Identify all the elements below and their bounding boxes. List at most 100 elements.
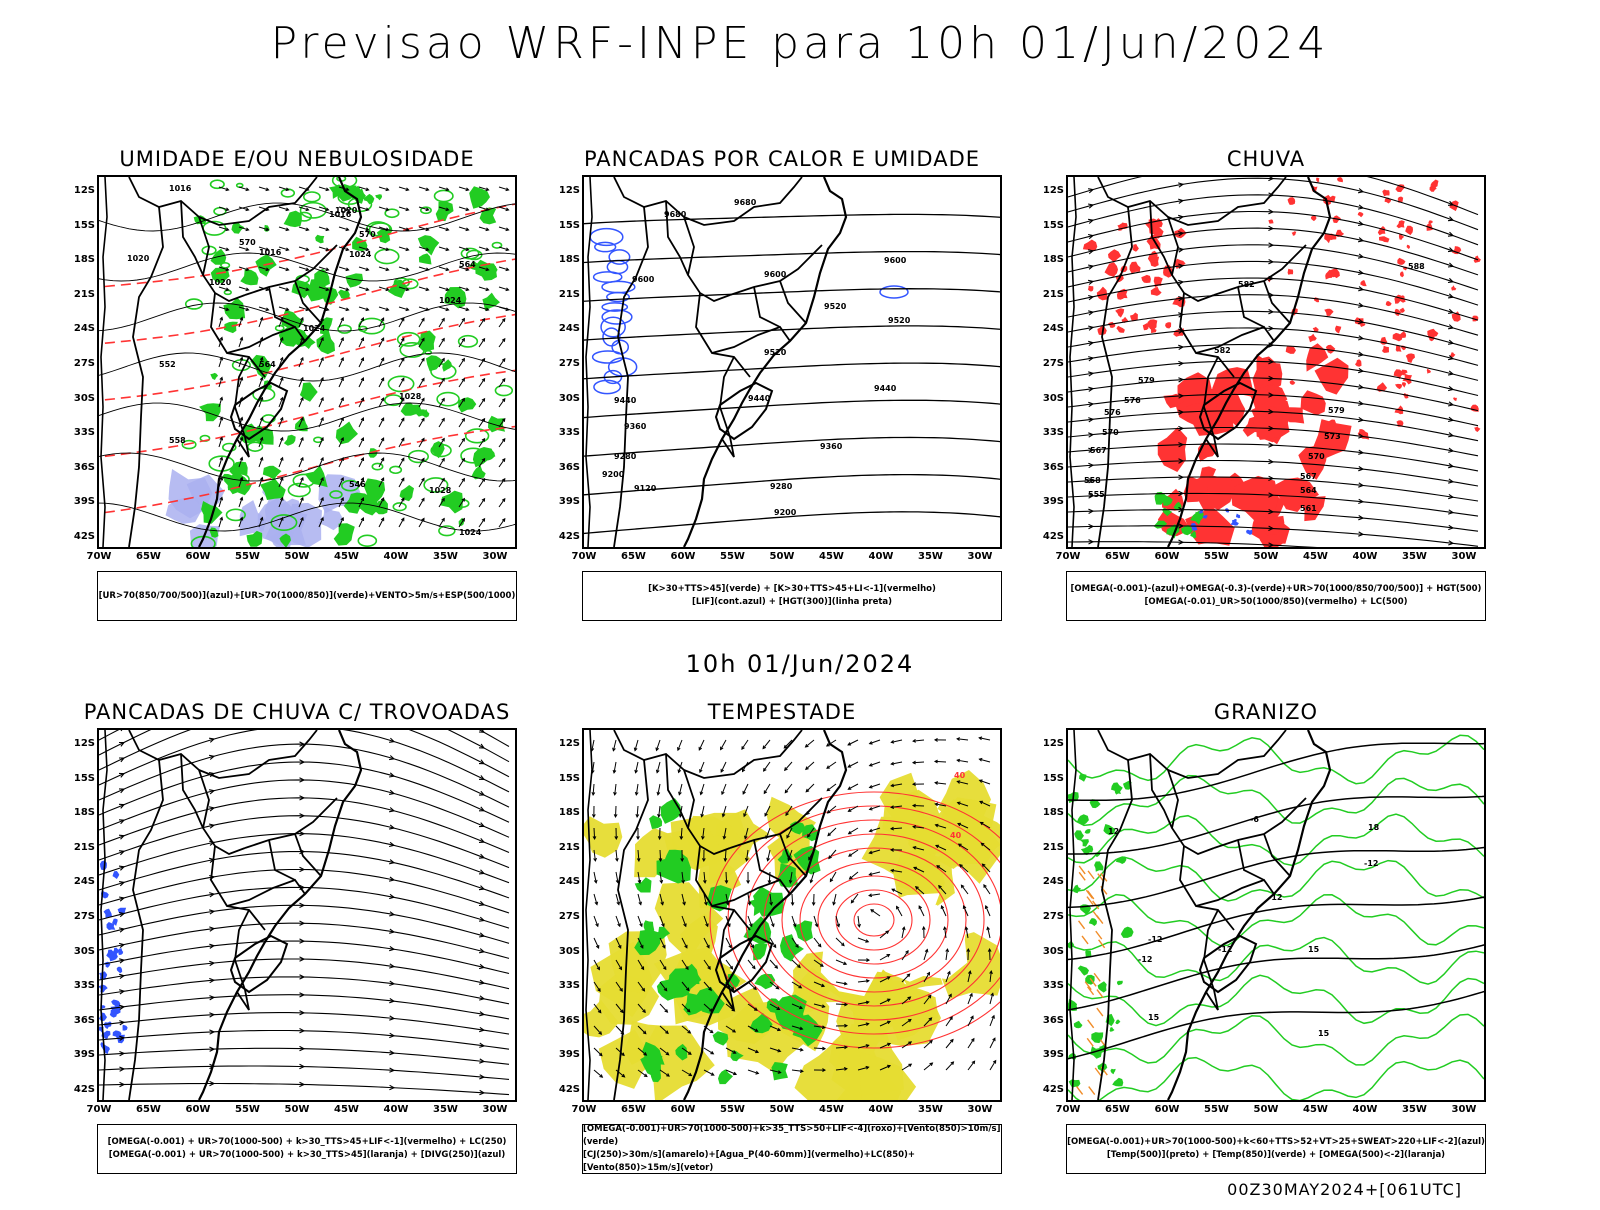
- lif-contour: [594, 272, 622, 282]
- humidity-contour: [221, 263, 229, 268]
- lon-tick-label: 70W: [1050, 551, 1086, 562]
- wind-vector: [806, 784, 814, 792]
- humidity-contour: [211, 180, 225, 188]
- wind-vector: [785, 762, 792, 770]
- wind-vector: [459, 419, 464, 427]
- wind-vector: [479, 379, 485, 387]
- lat-tick-label: 18S: [55, 807, 95, 818]
- shaded-area: [1451, 285, 1456, 290]
- shaded-area: [1311, 216, 1317, 221]
- lat-tick-label: 27S: [540, 358, 580, 369]
- shaded-area: [1130, 262, 1141, 274]
- border-uruguay: [231, 936, 287, 992]
- contour-label: 570: [1308, 452, 1325, 461]
- legend-line: [OMEGA(-0.001) + UR>70(1000-500) + k>30_…: [108, 1136, 507, 1149]
- wind-vector: [806, 740, 814, 747]
- state-border: [1196, 327, 1274, 353]
- shaded-area: [1396, 220, 1404, 228]
- contour-label: 9200: [774, 508, 797, 517]
- shaded-area: [1072, 885, 1081, 894]
- humidity-contour: [495, 386, 512, 396]
- contour-label: 1024: [459, 528, 482, 537]
- contour-label: 1020: [335, 206, 358, 215]
- lon-tick-label: 30W: [477, 551, 513, 562]
- shaded-area: [1115, 1019, 1120, 1024]
- shaded-area: [99, 1012, 107, 1021]
- contour-label: 576: [1124, 396, 1141, 405]
- shaded-area: [263, 466, 282, 480]
- wind-vector: [849, 828, 858, 834]
- wind-vector: [990, 1061, 996, 1070]
- contour-label: 9120: [634, 484, 657, 493]
- lat-tick-label: 15S: [55, 220, 95, 231]
- map-canvas: 5885825825795795765765735705705675675645…: [1068, 177, 1484, 547]
- lon-tick-label: 35W: [1397, 1104, 1433, 1115]
- lat-tick-label: 12S: [540, 738, 580, 749]
- shaded-area: [1094, 861, 1103, 871]
- lat-tick-label: 15S: [1024, 773, 1064, 784]
- shaded-area: [102, 1044, 110, 1054]
- lon-tick-label: 55W: [1199, 1104, 1235, 1115]
- shaded-area: [284, 435, 296, 446]
- lon-tick-label: 70W: [1050, 1104, 1086, 1115]
- contour-label: 1016: [169, 184, 192, 193]
- contour-label: 573: [1324, 432, 1341, 441]
- temp850-contour: [1068, 938, 1484, 985]
- shaded-area: [1141, 275, 1151, 283]
- lat-tick-label: 21S: [1024, 842, 1064, 853]
- shaded-area: [1313, 327, 1319, 332]
- shaded-area: [1324, 309, 1333, 316]
- lon-tick-label: 50W: [279, 1104, 315, 1115]
- wind-vector: [827, 784, 836, 791]
- omega-mark: [1077, 1086, 1083, 1094]
- wind-vector: [499, 339, 505, 347]
- wind-vector: [946, 1062, 954, 1070]
- shaded-area: [1335, 326, 1341, 334]
- lat-tick-label: 39S: [55, 496, 95, 507]
- lon-tick-label: 40W: [863, 551, 899, 562]
- legend-line: [OMEGA(-0.001)-(azul)+OMEGA(-0.3)-(verde…: [1071, 583, 1482, 596]
- panel-title: GRANIZO: [1024, 700, 1508, 724]
- map-geography: [101, 730, 361, 1100]
- legend-line: [OMEGA(-0.001)+UR>70(1000-500)+k>35_TTS>…: [583, 1123, 1001, 1149]
- lat-tick-label: 30S: [55, 393, 95, 404]
- shaded-area: [1316, 178, 1319, 183]
- state-border: [245, 798, 337, 848]
- shaded-area: [1382, 190, 1389, 197]
- state-border: [199, 730, 317, 778]
- lat-tick-label: 33S: [540, 427, 580, 438]
- lat-tick-label: 15S: [55, 773, 95, 784]
- omega-mark: [1089, 1087, 1095, 1095]
- contour-label: 1028: [399, 392, 422, 401]
- shaded-area: [1117, 981, 1123, 986]
- humidity-contour: [409, 451, 428, 463]
- wind-vector: [770, 960, 777, 968]
- coastline: [1168, 730, 1330, 1100]
- contour-label: 15: [1318, 1029, 1330, 1038]
- shaded-area: [1088, 286, 1094, 292]
- omega-mark: [1079, 921, 1085, 929]
- wind-vector: [594, 1070, 602, 1077]
- shaded-area: [1358, 212, 1364, 217]
- shaded-area: [419, 253, 432, 264]
- streamline: [99, 977, 509, 1004]
- temp850-contour: [1068, 814, 1484, 865]
- shaded-area: [1427, 329, 1438, 338]
- contour-label: 588: [1408, 262, 1425, 271]
- shaded-area: [255, 254, 276, 277]
- shaded-area: [1288, 197, 1296, 205]
- legend-line: [K>30+TTS>45](verde) + [K>30+TTS>45+LI<-…: [648, 583, 936, 596]
- lon-tick-label: 40W: [1347, 551, 1383, 562]
- lat-tick-label: 12S: [540, 185, 580, 196]
- border-uruguay: [716, 383, 772, 439]
- lat-tick-label: 36S: [540, 462, 580, 473]
- lon-tick-label: 40W: [378, 1104, 414, 1115]
- coastline-pacific: [586, 177, 592, 547]
- contour-label: 576: [1104, 408, 1121, 417]
- contour-label: -6: [1250, 815, 1259, 824]
